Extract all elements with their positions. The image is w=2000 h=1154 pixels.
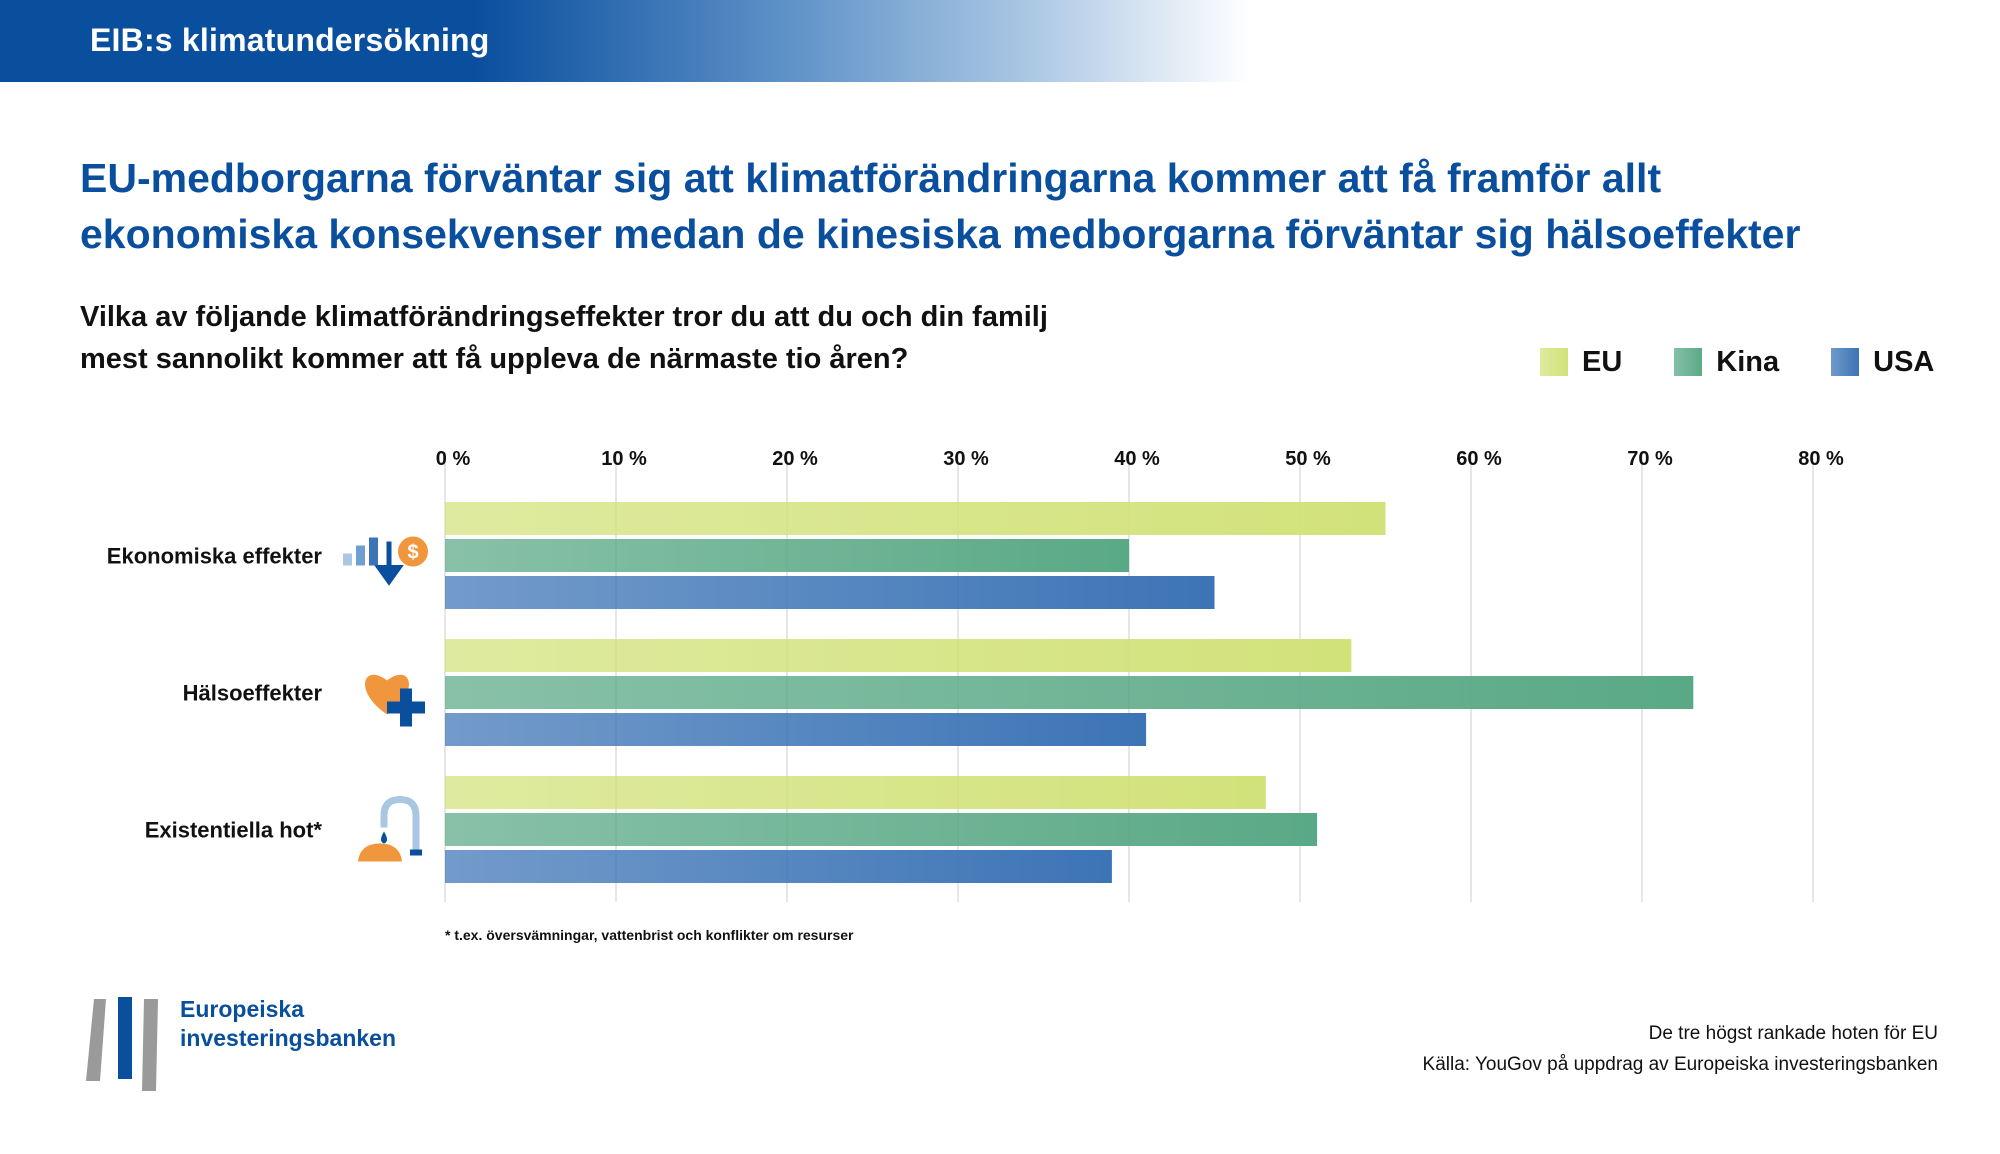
survey-question: Vilka av följande klimatförändringseffek… — [80, 296, 1180, 380]
legend-label: USA — [1873, 345, 1935, 378]
question-line-1: Vilka av följande klimatförändringseffek… — [80, 301, 1048, 333]
bar-kina — [445, 676, 1694, 709]
x-tick-label: 0 % — [436, 448, 471, 470]
bar-kina — [445, 539, 1129, 572]
legend-item-kina: Kina — [1674, 342, 1779, 382]
economy-icon — [369, 537, 378, 566]
x-tick-label: 50 % — [1285, 448, 1331, 470]
bar-chart: 0 % 10 % 20 % 30 % 40 % 50 % 60 % 70 % 80 % Ekono… — [107, 448, 1844, 902]
x-tick-label: 30 % — [943, 448, 989, 470]
source-line-1: De tre högst rankade hoten för EU — [1648, 1023, 1938, 1044]
x-tick-label: 70 % — [1627, 448, 1673, 470]
legend-label: EU — [1582, 345, 1623, 378]
source-note: De tre högst rankade hoten för EU Källa:… — [1423, 1018, 1938, 1080]
economy-icon — [374, 541, 404, 586]
economy-icon: $ — [407, 542, 418, 564]
chart-legend: EU Kina USA — [1540, 342, 1934, 382]
legend-swatch — [1674, 348, 1703, 376]
footnote: * t.ex. översvämningar, vattenbrist och … — [445, 927, 854, 943]
legend-swatch — [1831, 348, 1860, 376]
existential-threat-icon — [380, 795, 420, 850]
x-tick-label: 40 % — [1114, 448, 1160, 470]
eib-logo-icon — [86, 997, 158, 1091]
x-tick-label: 20 % — [772, 448, 818, 470]
x-tick-label: 10 % — [601, 448, 647, 470]
existential-threat-icon — [358, 843, 402, 862]
top-banner: EIB:s klimatundersökning — [0, 0, 1250, 82]
category-label: Ekonomiska effekter — [107, 544, 323, 569]
bar-eu — [445, 776, 1266, 809]
category-label: Existentiella hot* — [145, 818, 323, 843]
bar-usa — [445, 850, 1112, 883]
bar-kina — [445, 813, 1318, 846]
survey-title: EIB:s klimatundersökning — [90, 22, 490, 58]
economy-icon — [398, 536, 428, 567]
bar-eu — [445, 502, 1386, 535]
source-line-2: Källa: YouGov på uppdrag av Europeiska i… — [1422, 1054, 1938, 1075]
legend-swatch — [1540, 348, 1568, 376]
existential-threat-icon — [381, 831, 387, 844]
legend-label: Kina — [1716, 345, 1780, 378]
logo-line-2: investeringsbanken — [180, 1025, 397, 1051]
bar-usa — [445, 713, 1147, 746]
economy-icon — [356, 545, 365, 566]
eib-logo-text: Europeiska investeringsbanken — [180, 995, 396, 1053]
question-line-2: mest sannolikt kommer att få uppleva de … — [80, 343, 909, 375]
health-icon — [387, 701, 425, 714]
legend-item-eu: EU — [1540, 342, 1622, 382]
logo-line-1: Europeiska — [180, 996, 304, 1022]
x-tick-label: 60 % — [1456, 448, 1502, 470]
economy-icon — [343, 553, 352, 566]
bar-eu — [445, 639, 1352, 672]
existential-threat-icon — [410, 849, 422, 856]
legend-item-usa: USA — [1831, 342, 1934, 382]
headline: EU-medborgarna förväntar sig att klimatf… — [80, 155, 1801, 257]
x-tick-label: 80 % — [1798, 448, 1844, 470]
category-label: Hälsoeffekter — [183, 681, 323, 706]
bar-usa — [445, 576, 1215, 609]
